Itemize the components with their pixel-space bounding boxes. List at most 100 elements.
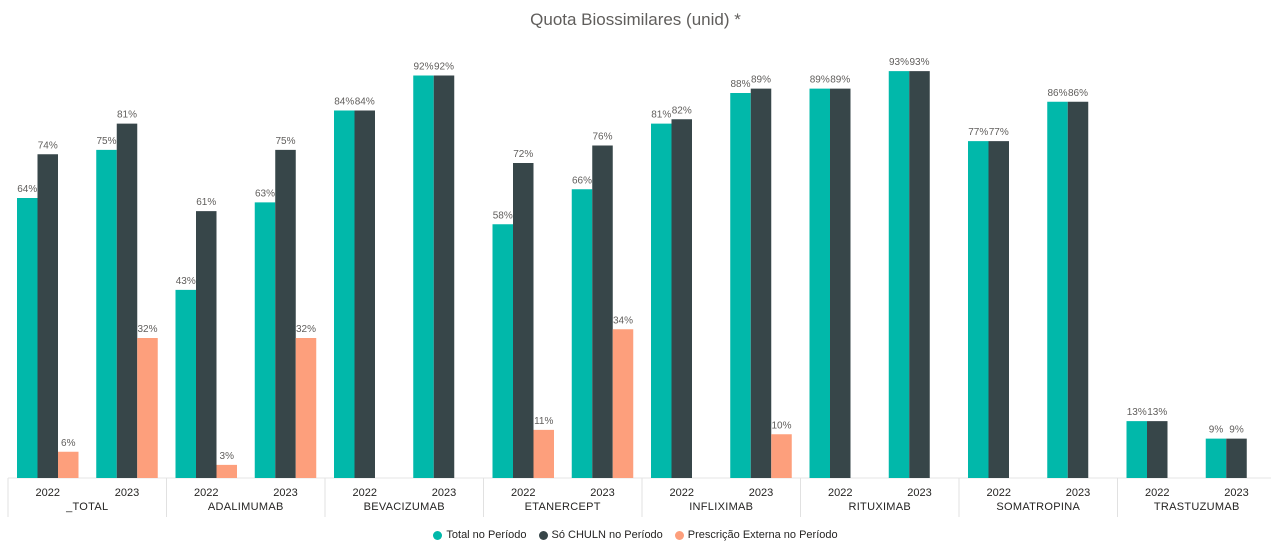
bar[interactable] xyxy=(433,75,455,479)
data-label: 74% xyxy=(38,140,58,151)
data-label: 10% xyxy=(771,420,791,431)
bar[interactable] xyxy=(592,145,613,479)
data-label: 75% xyxy=(275,136,295,147)
data-label: 84% xyxy=(334,97,354,108)
bar[interactable] xyxy=(1147,421,1168,478)
data-label: 58% xyxy=(493,210,513,221)
bar-chart: 64% 74% 6% 2022 75% 81% 32% 2023 _TOTAL 43% 61% 3% 2… xyxy=(7,57,1271,517)
legend-marker-total xyxy=(433,530,443,540)
data-label: 72% xyxy=(513,149,533,160)
bar[interactable] xyxy=(334,110,355,479)
data-label: 84% xyxy=(355,97,375,108)
bar[interactable] xyxy=(533,429,555,478)
bar[interactable] xyxy=(58,451,79,478)
data-label: 81% xyxy=(651,110,671,121)
bar[interactable] xyxy=(1126,421,1148,478)
legend-item-total[interactable]: Total no Período xyxy=(433,529,527,541)
data-label: 13% xyxy=(1127,407,1147,418)
data-label: 9% xyxy=(1229,425,1244,436)
x-tick-label-year: 2023 xyxy=(1224,487,1248,499)
legend-label-externa: Prescrição Externa no Período xyxy=(687,529,838,541)
x-tick-label-year: 2022 xyxy=(36,487,60,499)
data-label: 82% xyxy=(672,105,692,116)
data-label: 89% xyxy=(830,75,850,86)
data-label: 13% xyxy=(1147,407,1167,418)
bar[interactable] xyxy=(492,224,514,478)
bar[interactable] xyxy=(1047,101,1068,478)
x-tick-label-year: 2023 xyxy=(907,487,931,499)
data-label: 64% xyxy=(17,184,37,195)
chart-legend: Total no Período Só CHULN no Período Pre… xyxy=(0,529,1271,541)
legend-marker-externa xyxy=(674,530,684,540)
data-label: 6% xyxy=(61,438,76,449)
bar[interactable] xyxy=(968,141,989,478)
data-label: 3% xyxy=(220,451,235,462)
bar[interactable] xyxy=(116,123,138,478)
data-label: 75% xyxy=(96,136,116,147)
data-label: 86% xyxy=(1068,88,1088,99)
bar[interactable] xyxy=(295,338,317,478)
bar[interactable] xyxy=(671,119,693,478)
bar[interactable] xyxy=(37,154,59,478)
x-tick-label-year: 2022 xyxy=(1145,487,1169,499)
x-tick-label-category: _TOTAL xyxy=(65,501,108,513)
data-label: 92% xyxy=(413,62,433,73)
data-label: 66% xyxy=(572,175,592,186)
bar[interactable] xyxy=(771,434,792,478)
bar[interactable] xyxy=(1226,438,1247,478)
bar[interactable] xyxy=(1067,101,1089,478)
data-label: 88% xyxy=(730,79,750,90)
data-label: 77% xyxy=(968,127,988,138)
data-label: 81% xyxy=(117,110,137,121)
x-tick-label-category: ETANERCEPT xyxy=(525,501,601,513)
legend-item-chuln[interactable]: Só CHULN no Período xyxy=(538,529,663,541)
bar[interactable] xyxy=(513,163,534,478)
bar[interactable] xyxy=(1205,438,1227,478)
x-tick-label-category: SOMATROPINA xyxy=(996,501,1080,513)
x-tick-label-year: 2023 xyxy=(749,487,773,499)
bar[interactable] xyxy=(137,338,158,478)
data-label: 32% xyxy=(296,324,316,335)
legend-marker-chuln xyxy=(538,530,548,540)
bar[interactable] xyxy=(354,110,376,479)
x-tick-label-category: ADALIMUMAB xyxy=(208,501,284,513)
data-label: 76% xyxy=(592,132,612,143)
x-tick-label-year: 2023 xyxy=(1066,487,1090,499)
data-label: 77% xyxy=(989,127,1009,138)
bar[interactable] xyxy=(216,464,238,478)
bar[interactable] xyxy=(413,75,434,479)
bar[interactable] xyxy=(888,71,910,478)
bar[interactable] xyxy=(830,88,851,478)
data-label: 86% xyxy=(1047,88,1067,99)
data-label: 93% xyxy=(909,57,929,68)
bar[interactable] xyxy=(730,93,751,478)
x-tick-label-year: 2022 xyxy=(511,487,535,499)
x-tick-label-year: 2023 xyxy=(432,487,456,499)
bar[interactable] xyxy=(571,189,593,478)
data-label: 43% xyxy=(176,276,196,287)
bar[interactable] xyxy=(275,149,296,478)
x-tick-label-year: 2022 xyxy=(194,487,218,499)
data-label: 34% xyxy=(613,315,633,326)
legend-label-chuln: Só CHULN no Período xyxy=(551,529,663,541)
bar[interactable] xyxy=(612,329,634,478)
data-label: 9% xyxy=(1209,425,1224,436)
legend-item-externa[interactable]: Prescrição Externa no Período xyxy=(674,529,838,541)
bar[interactable] xyxy=(809,88,831,478)
x-tick-label-year: 2023 xyxy=(273,487,297,499)
bar[interactable] xyxy=(750,88,772,478)
bar[interactable] xyxy=(988,141,1010,478)
legend-label-total: Total no Período xyxy=(446,529,527,541)
bar[interactable] xyxy=(254,202,276,478)
bar[interactable] xyxy=(909,71,930,478)
data-label: 89% xyxy=(751,75,771,86)
bar[interactable] xyxy=(651,123,672,478)
bar[interactable] xyxy=(17,198,38,478)
data-label: 92% xyxy=(434,62,454,73)
x-tick-label-category: BEVACIZUMAB xyxy=(364,501,445,513)
bar[interactable] xyxy=(175,289,197,478)
bar[interactable] xyxy=(96,149,117,478)
bar[interactable] xyxy=(196,211,217,478)
x-tick-label-year: 2023 xyxy=(115,487,139,499)
x-tick-label-year: 2022 xyxy=(353,487,377,499)
